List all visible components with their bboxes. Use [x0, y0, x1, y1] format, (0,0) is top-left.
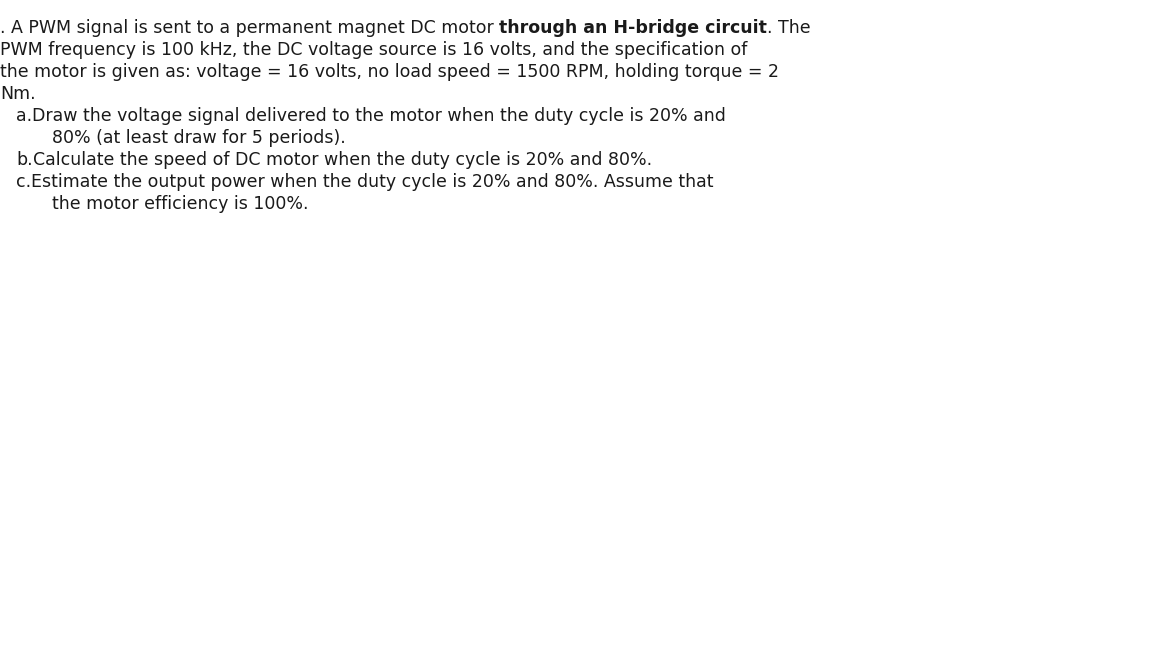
Text: PWM frequency is 100 kHz, the DC voltage source is 16 volts, and the specificati: PWM frequency is 100 kHz, the DC voltage…: [0, 41, 748, 59]
Text: through an H-bridge circuit: through an H-bridge circuit: [499, 19, 767, 37]
Text: a.: a.: [16, 107, 32, 125]
Text: b.: b.: [16, 151, 32, 169]
Text: . The: . The: [767, 19, 811, 37]
Text: Draw the voltage signal delivered to the motor when the duty cycle is 20% and: Draw the voltage signal delivered to the…: [32, 107, 726, 125]
Text: Estimate the output power when the duty cycle is 20% and 80%. Assume that: Estimate the output power when the duty …: [31, 173, 713, 191]
Text: . A PWM signal is sent to a permanent magnet DC motor: . A PWM signal is sent to a permanent ma…: [0, 19, 499, 37]
Text: 80% (at least draw for 5 periods).: 80% (at least draw for 5 periods).: [52, 129, 346, 147]
Text: Calculate the speed of DC motor when the duty cycle is 20% and 80%.: Calculate the speed of DC motor when the…: [32, 151, 652, 169]
Text: c.: c.: [16, 173, 31, 191]
Text: the motor efficiency is 100%.: the motor efficiency is 100%.: [52, 195, 309, 213]
Text: the motor is given as: voltage = 16 volts, no load speed = 1500 RPM, holding tor: the motor is given as: voltage = 16 volt…: [0, 63, 779, 81]
Text: Nm.: Nm.: [0, 85, 36, 103]
